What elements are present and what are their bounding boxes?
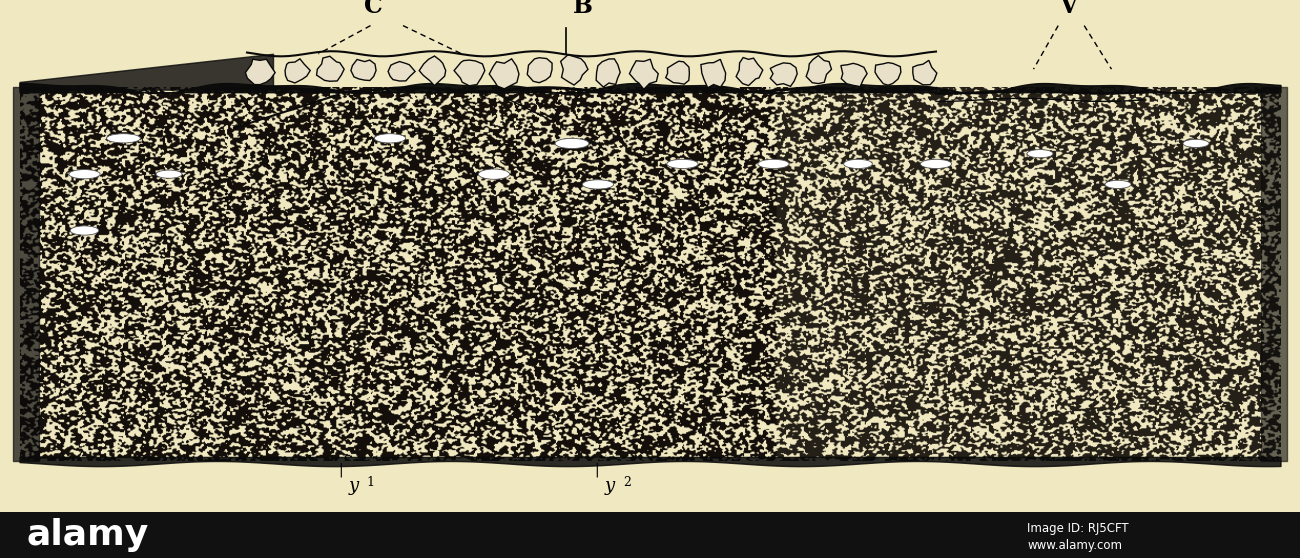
- Polygon shape: [666, 61, 689, 84]
- Polygon shape: [841, 64, 867, 86]
- Ellipse shape: [478, 169, 510, 179]
- Text: y: y: [348, 478, 359, 496]
- Polygon shape: [285, 59, 311, 83]
- Text: B: B: [573, 0, 593, 18]
- Polygon shape: [351, 60, 376, 80]
- Text: V: V: [1060, 0, 1078, 18]
- Text: |: |: [594, 463, 599, 477]
- Polygon shape: [597, 59, 620, 87]
- Polygon shape: [629, 59, 658, 89]
- Ellipse shape: [1027, 150, 1053, 158]
- Polygon shape: [528, 57, 552, 83]
- Ellipse shape: [1183, 140, 1209, 147]
- Polygon shape: [560, 55, 588, 85]
- Text: alamy: alamy: [26, 518, 148, 552]
- Polygon shape: [419, 56, 446, 85]
- Ellipse shape: [758, 159, 789, 169]
- Polygon shape: [317, 56, 344, 81]
- Polygon shape: [770, 63, 797, 86]
- Ellipse shape: [156, 170, 182, 178]
- Ellipse shape: [920, 159, 952, 169]
- Polygon shape: [875, 62, 901, 85]
- Polygon shape: [736, 57, 763, 85]
- Text: C: C: [364, 0, 382, 18]
- Ellipse shape: [69, 170, 100, 179]
- Polygon shape: [489, 59, 519, 89]
- Polygon shape: [454, 60, 485, 86]
- Text: Image ID: RJ5CFT: Image ID: RJ5CFT: [1027, 522, 1128, 535]
- Ellipse shape: [1105, 180, 1131, 189]
- Polygon shape: [701, 59, 725, 88]
- Polygon shape: [246, 59, 276, 85]
- Ellipse shape: [582, 180, 614, 189]
- Ellipse shape: [844, 159, 872, 169]
- Text: |: |: [338, 463, 343, 477]
- Ellipse shape: [107, 134, 140, 143]
- Ellipse shape: [70, 226, 99, 235]
- Ellipse shape: [667, 159, 698, 169]
- Text: www.alamy.com: www.alamy.com: [1027, 538, 1122, 552]
- Polygon shape: [389, 61, 415, 81]
- Text: 2: 2: [623, 476, 630, 489]
- Polygon shape: [913, 60, 937, 85]
- Ellipse shape: [374, 134, 406, 143]
- Text: 1: 1: [367, 476, 374, 489]
- Ellipse shape: [555, 138, 589, 148]
- Polygon shape: [806, 56, 832, 84]
- Text: y: y: [604, 478, 615, 496]
